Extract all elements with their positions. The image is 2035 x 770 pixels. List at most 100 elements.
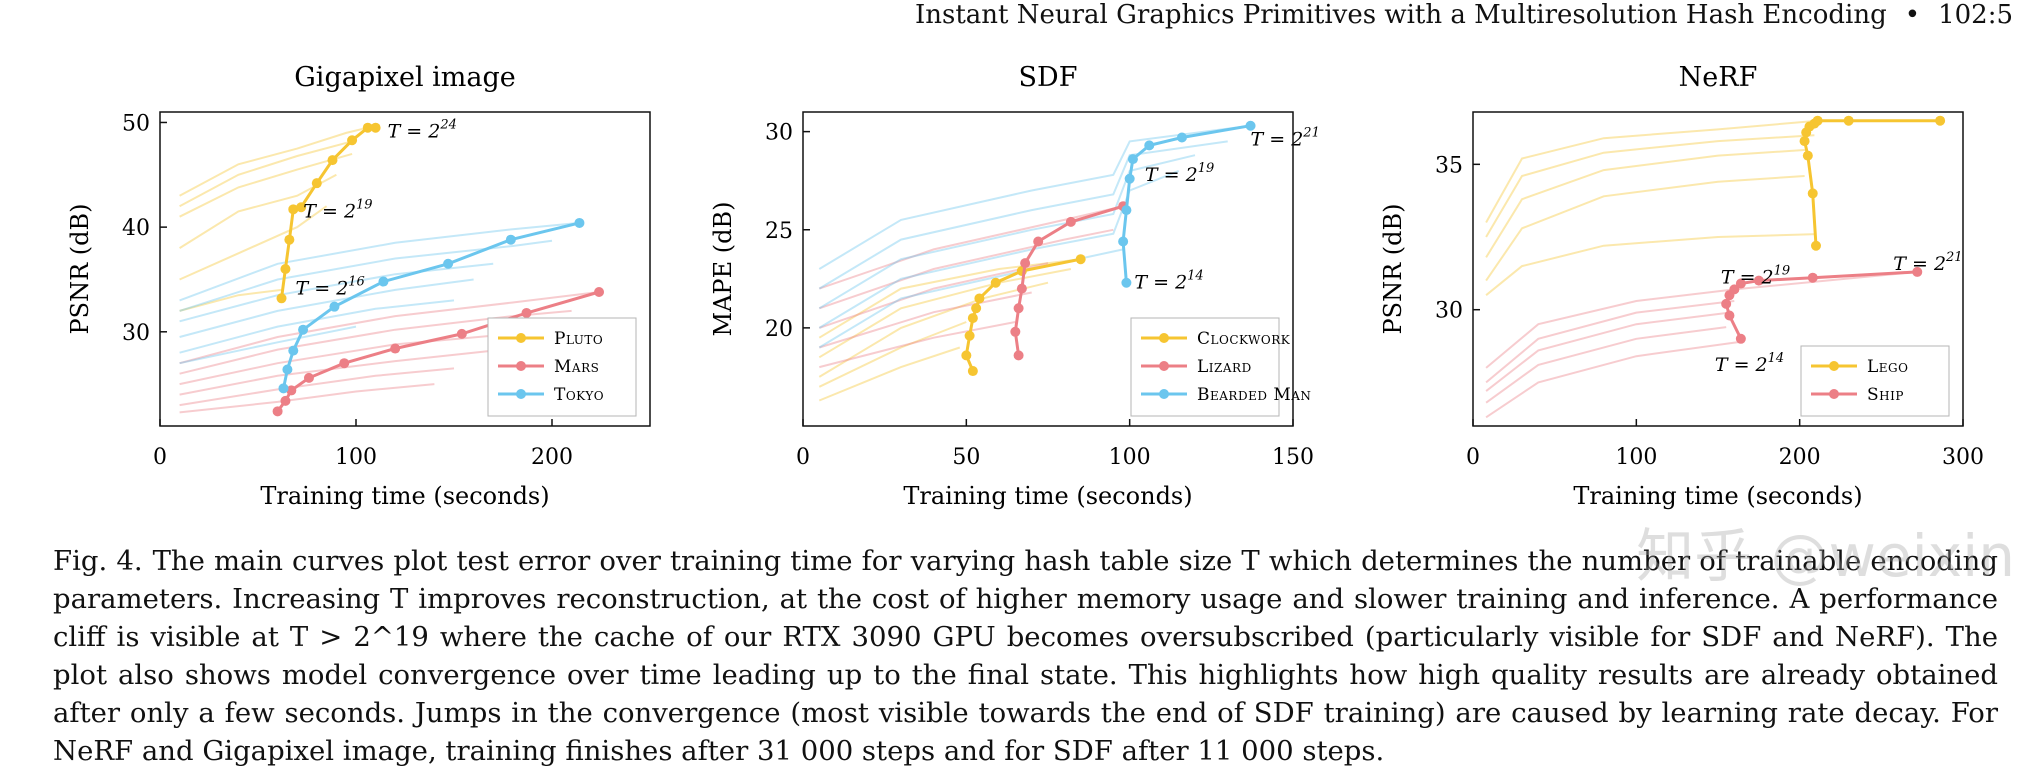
legend-marker <box>516 333 526 343</box>
data-point <box>1033 236 1044 247</box>
convergence-curve <box>179 205 328 281</box>
annotation-label: T = 219 <box>1145 161 1214 186</box>
data-point <box>1016 283 1027 294</box>
convergence-curve <box>818 262 1049 329</box>
x-axis-label: Training time (seconds) <box>903 482 1192 510</box>
y-tick-label: 40 <box>122 216 150 241</box>
data-point <box>594 287 605 298</box>
data-point <box>284 234 295 245</box>
x-tick-label: 200 <box>531 445 573 470</box>
convergence-curve <box>818 205 1124 290</box>
legend-entry: Ship <box>1867 385 1904 405</box>
data-point <box>967 313 978 324</box>
annotation-label: T = 214 <box>1715 351 1784 376</box>
annotation-exponent: 14 <box>1768 351 1785 366</box>
data-point <box>327 155 338 166</box>
annotation-exponent: 24 <box>439 118 457 133</box>
watermark: 知乎 @weixin <box>1636 522 2015 590</box>
data-point <box>521 307 532 318</box>
convergence-curve <box>179 299 455 354</box>
data-point <box>347 135 358 146</box>
x-tick-label: 100 <box>1615 445 1657 470</box>
convergence-curve <box>818 228 1114 310</box>
convergence-curve <box>179 278 474 338</box>
convergence-curve <box>179 383 435 414</box>
convergence-curve <box>179 126 369 197</box>
data-point <box>1807 188 1818 199</box>
caption-label: Fig. 4. <box>53 545 143 577</box>
y-axis-label: MAPE (dB) <box>709 202 737 337</box>
legend-marker <box>516 361 526 371</box>
convergence-curve <box>1485 233 1817 296</box>
convergence-curve <box>1485 270 1918 369</box>
data-point <box>362 122 373 133</box>
data-point <box>1735 333 1746 344</box>
convergence-curve <box>179 262 494 323</box>
data-point <box>1144 140 1155 151</box>
convergence-curve <box>1485 300 1735 384</box>
data-point <box>288 345 299 356</box>
x-tick-label: 100 <box>1109 445 1151 470</box>
data-point <box>311 178 322 189</box>
convergence-curve <box>818 140 1228 290</box>
x-tick-label: 200 <box>1779 445 1821 470</box>
annotation-label: T = 221 <box>1251 126 1320 151</box>
data-point <box>1245 120 1256 131</box>
data-point <box>1753 275 1764 286</box>
chart-2: SDF T = 221 T = 219 T = 214 0 50 100 150 20 25 30 T… <box>709 62 1320 510</box>
data-point <box>505 234 516 245</box>
legend: Lego Ship <box>1800 345 1950 417</box>
data-point <box>1843 115 1854 126</box>
data-point <box>276 293 287 304</box>
convergence-curve <box>179 325 357 365</box>
data-point <box>1118 236 1129 247</box>
data-point <box>1811 240 1821 251</box>
legend-marker <box>1829 389 1839 399</box>
running-header: Instant Neural Graphics Primitives with … <box>915 0 2013 30</box>
data-point <box>1010 326 1021 337</box>
convergence-curve <box>1485 148 1808 258</box>
plot-frame <box>1472 111 1964 427</box>
x-axis-label: Training time (seconds) <box>1573 482 1862 510</box>
annotation-label: T = 224 <box>388 118 457 143</box>
chart-title: Gigapixel image <box>294 62 516 93</box>
convergence-curve <box>818 321 967 388</box>
legend-marker <box>1159 389 1169 399</box>
legend-marker <box>1159 361 1169 371</box>
plot-frame <box>802 111 1294 427</box>
annotation-exponent: 19 <box>1774 264 1791 279</box>
x-tick-label: 300 <box>1942 445 1984 470</box>
data-point <box>971 303 982 314</box>
convergence-curve <box>1485 326 1727 404</box>
convergence-curve <box>818 281 1049 378</box>
data-point <box>1724 310 1735 321</box>
data-point <box>1812 115 1823 126</box>
legend-entry: Bearded Man <box>1197 385 1311 405</box>
data-point <box>1013 350 1024 361</box>
data-point <box>961 350 972 361</box>
data-point <box>339 358 350 369</box>
data-point <box>1121 277 1132 288</box>
legend-box <box>1800 345 1950 417</box>
convergence-curve <box>179 221 580 302</box>
legend-entry: Mars <box>554 357 599 377</box>
series-line <box>280 126 376 299</box>
x-tick-label: 0 <box>153 445 167 470</box>
convergence-curve <box>179 139 357 208</box>
data-point <box>280 395 291 406</box>
x-tick-label: 150 <box>1272 445 1314 470</box>
convergence-curve <box>1485 175 1805 282</box>
convergence-curve <box>819 321 1016 369</box>
data-point <box>1729 284 1740 295</box>
data-point <box>456 328 467 339</box>
legend-entry: Clockwork <box>1197 329 1291 349</box>
legend-entry: Tokyo <box>554 385 604 405</box>
convergence-curve <box>179 349 494 396</box>
convergence-curve <box>818 258 1081 339</box>
data-point <box>1721 298 1732 309</box>
y-tick-label: 30 <box>122 321 150 346</box>
chart-title: NeRF <box>1679 62 1758 93</box>
